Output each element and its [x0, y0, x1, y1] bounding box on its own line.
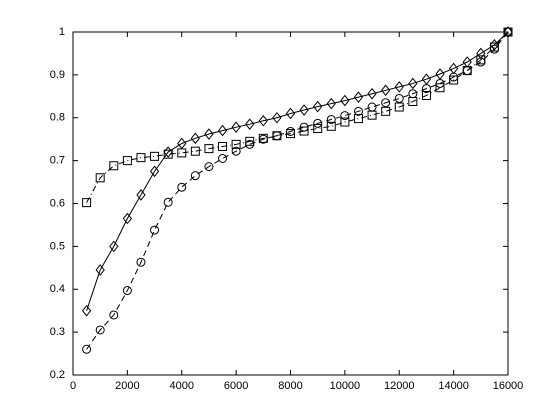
series-line: [86, 31, 509, 311]
point-marker: [462, 66, 472, 76]
point-marker: [204, 128, 214, 140]
point-marker: [503, 27, 513, 37]
point-marker: [82, 198, 92, 208]
point-marker: [122, 156, 132, 166]
point-marker: [381, 84, 391, 97]
point-marker: [109, 161, 119, 171]
point-marker: [326, 97, 336, 110]
y-tick-label: 0.5: [50, 240, 65, 252]
y-tick-label: 0.9: [50, 69, 65, 81]
point-marker: [204, 162, 214, 172]
point-marker: [381, 98, 391, 108]
x-tick-label: 14000: [438, 380, 469, 392]
point-marker: [326, 121, 336, 131]
point-marker: [150, 225, 160, 235]
point-marker: [136, 257, 146, 267]
x-tick-label: 2000: [115, 380, 139, 392]
point-marker: [258, 114, 268, 127]
x-tick-label: 4000: [170, 380, 194, 392]
point-marker: [122, 212, 133, 225]
point-marker: [435, 83, 445, 93]
point-marker: [394, 81, 404, 93]
point-marker: [421, 84, 431, 94]
point-marker: [326, 114, 336, 124]
point-marker: [381, 106, 391, 116]
y-tick-label: 0.7: [50, 155, 65, 167]
y-tick-label: 0.3: [50, 326, 65, 338]
point-marker: [190, 171, 200, 181]
y-tick-label: 0.8: [50, 112, 65, 124]
y-tick-label: 0.4: [50, 283, 65, 295]
point-marker: [286, 129, 295, 139]
point-marker: [231, 121, 241, 133]
x-tick-label: 10000: [330, 380, 361, 392]
point-marker: [394, 93, 404, 103]
x-tick-label: 12000: [384, 380, 415, 392]
point-marker: [81, 304, 92, 317]
point-marker: [149, 165, 160, 178]
series-line: [86, 31, 509, 350]
x-tick-label: 0: [70, 380, 76, 392]
point-marker: [272, 111, 282, 124]
point-marker: [272, 131, 282, 141]
point-marker: [258, 133, 268, 143]
point-marker: [190, 132, 200, 145]
x-tick-label: 8000: [278, 380, 302, 392]
point-marker: [340, 111, 350, 121]
point-marker: [82, 344, 92, 354]
point-marker: [122, 286, 132, 296]
point-marker: [449, 75, 459, 85]
point-marker: [408, 77, 418, 90]
point-marker: [177, 182, 187, 192]
point-marker: [190, 146, 200, 156]
point-marker: [299, 104, 309, 116]
point-marker: [109, 240, 119, 253]
point-marker: [136, 153, 146, 163]
y-tick-label: 0.6: [50, 197, 65, 209]
point-marker: [353, 106, 363, 116]
point-marker: [299, 126, 309, 136]
point-marker: [408, 96, 418, 106]
point-marker: [353, 114, 363, 124]
point-marker: [217, 124, 228, 137]
point-marker: [95, 264, 105, 276]
point-marker: [218, 141, 228, 151]
point-marker: [95, 173, 105, 183]
point-marker: [421, 90, 431, 100]
x-tick-label: 16000: [493, 380, 524, 392]
point-marker: [231, 139, 241, 149]
point-marker: [218, 153, 228, 163]
point-marker: [394, 102, 404, 112]
point-marker: [367, 87, 377, 100]
point-marker: [231, 146, 241, 156]
point-marker: [313, 118, 323, 128]
point-marker: [163, 149, 173, 159]
point-marker: [163, 197, 173, 207]
y-tick-label: 0.2: [50, 369, 65, 381]
x-tick-label: 6000: [224, 380, 248, 392]
point-marker: [95, 325, 105, 335]
point-marker: [285, 107, 296, 120]
point-marker: [313, 100, 323, 113]
point-marker: [109, 310, 119, 320]
point-marker: [245, 136, 255, 146]
y-tick-label: 1: [59, 26, 65, 38]
point-marker: [177, 148, 187, 158]
point-marker: [489, 42, 499, 52]
point-marker: [204, 144, 214, 154]
point-marker: [353, 91, 364, 103]
point-marker: [476, 55, 486, 65]
point-marker: [150, 151, 160, 161]
point-marker: [503, 26, 513, 38]
point-marker: [136, 189, 146, 201]
plot-frame: [72, 31, 509, 376]
point-marker: [340, 117, 350, 127]
point-marker: [313, 123, 323, 133]
point-marker: [340, 94, 350, 107]
series-line: [86, 31, 509, 203]
point-marker: [245, 118, 255, 130]
point-marker: [367, 110, 377, 120]
